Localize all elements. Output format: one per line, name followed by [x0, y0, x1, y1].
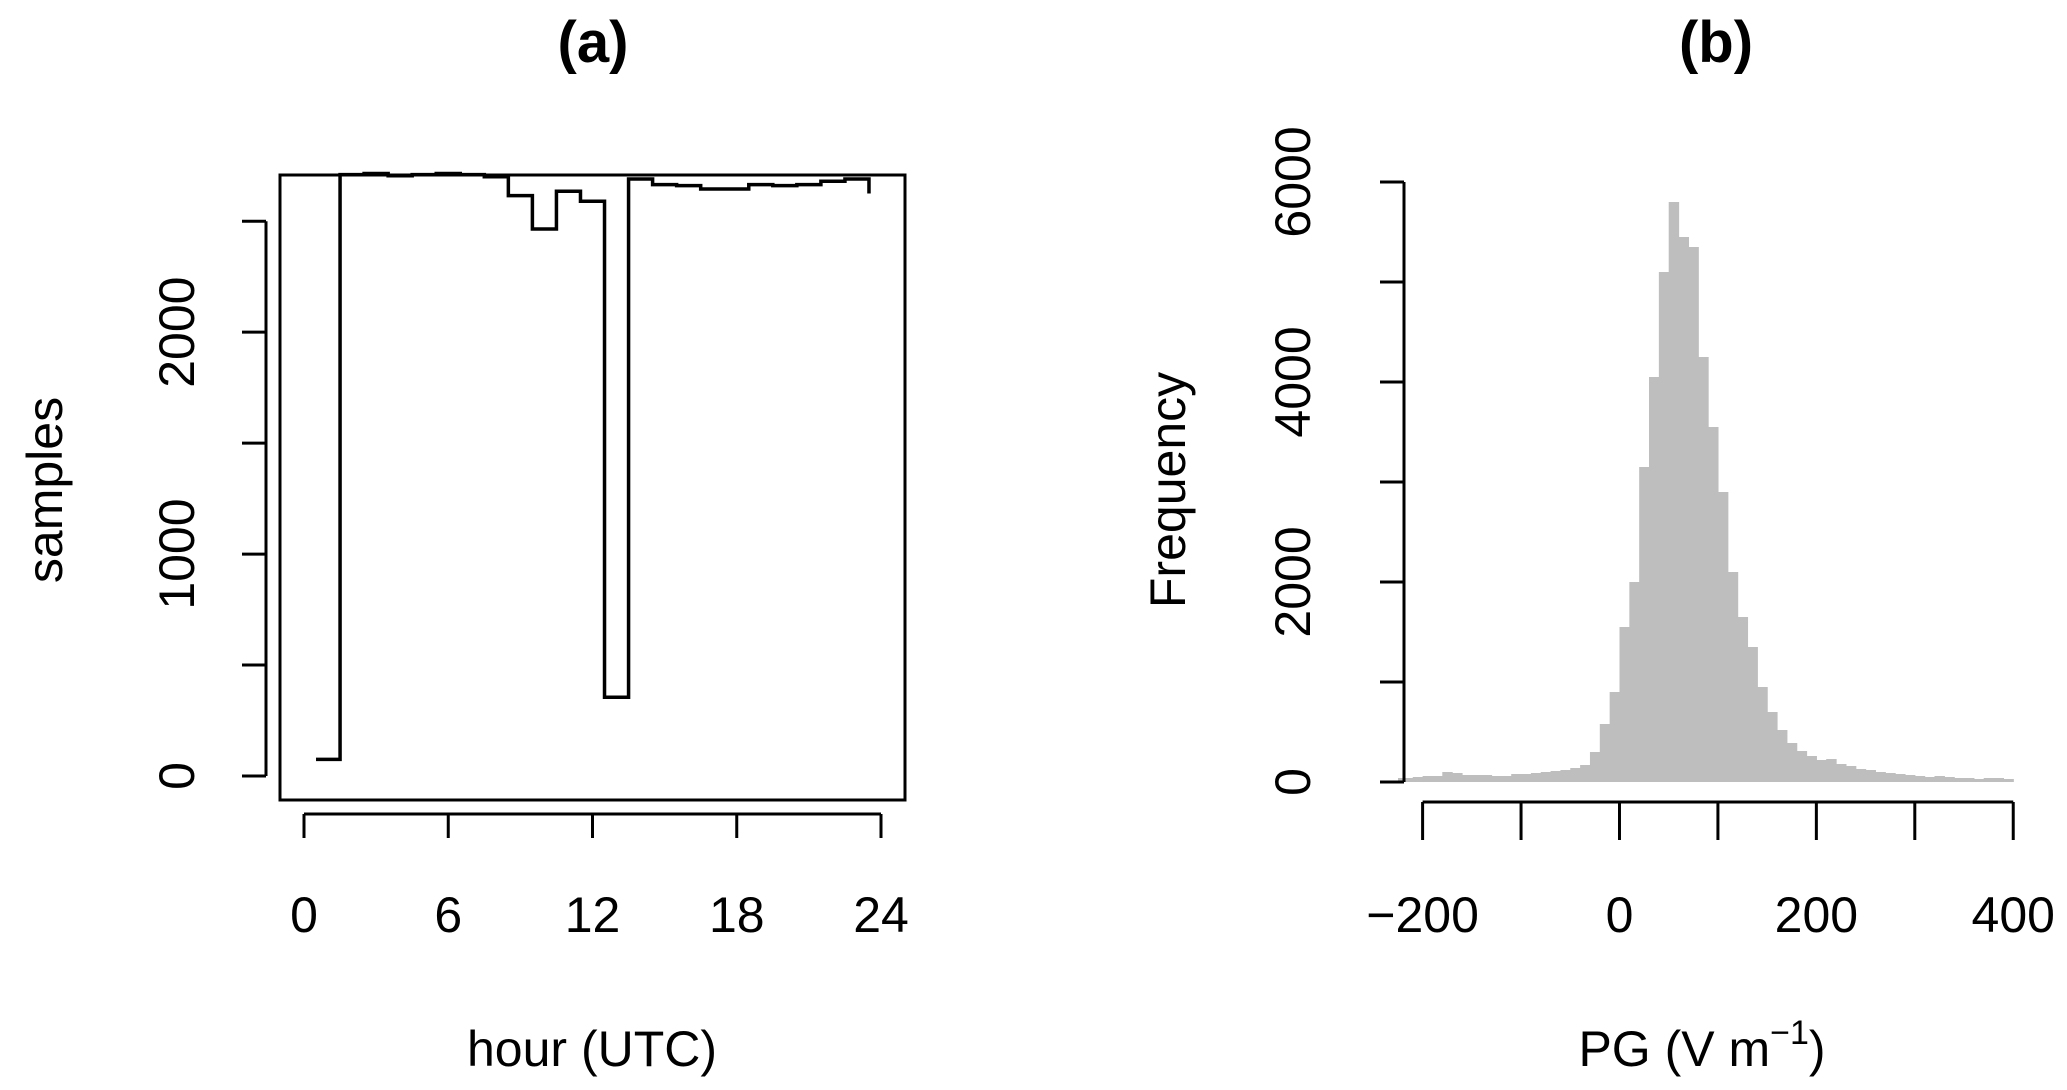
panel-a-y-tick-label: 0 [149, 762, 205, 790]
panel-b-bar [1944, 777, 1955, 782]
panel-b-bar [1461, 775, 1473, 782]
panel-b-bar [1402, 778, 1414, 782]
panel-b-bar [1619, 627, 1630, 782]
panel-b-bar [1649, 377, 1660, 782]
panel-b-x-tick-label: 400 [1972, 887, 2055, 943]
panel-b-bar [1727, 572, 1739, 782]
panel-b-bar [1521, 774, 1532, 782]
panel-b-y-tick-label: 2000 [1265, 526, 1321, 637]
panel-b-bar [1511, 774, 1522, 782]
panel-b-x-axis-title-superscript: −1 [1770, 1014, 1809, 1052]
panel-b-bar [1885, 773, 1896, 782]
panel-a-x-tick-label: 0 [290, 887, 318, 943]
panel-b-histogram [1398, 202, 2014, 782]
panel-b-bar [1934, 776, 1945, 782]
panel-b-x-axis-title-main: PG (V m [1578, 1021, 1770, 1077]
panel-a-x-tick-label: 12 [565, 887, 621, 943]
panel-b-bar [1786, 743, 1798, 782]
panel-a-x-tick-label: 18 [709, 887, 765, 943]
panel-b-bar [1629, 582, 1640, 782]
panel-a-x-tick-label: 6 [434, 887, 462, 943]
panel-b-bar [1806, 756, 1817, 782]
panel-b-bar [1865, 770, 1877, 782]
panel-b-x-tick-label: 0 [1606, 887, 1634, 943]
panel-b-bar [1875, 772, 1886, 782]
panel-b-bar [1560, 770, 1571, 782]
panel-b-axes: 0 2000 4000 6000 −200 0 200 400 [1265, 126, 2055, 943]
panel-b-y-tick-label: 6000 [1265, 126, 1321, 237]
panel-b-bar [1836, 764, 1847, 782]
panel-b-bar [1767, 712, 1778, 782]
panel-b-bar [1422, 776, 1434, 782]
panel-b-bar [1609, 692, 1621, 782]
panel-b-bar [1816, 760, 1827, 782]
panel-b-bar [1398, 778, 1404, 782]
panel-b-bar [1914, 776, 1926, 782]
panel-a-series-line [316, 171, 871, 762]
panel-b-bar [1796, 751, 1808, 782]
panel-b-x-axis-title: PG (V m−1) [1578, 1014, 1825, 1077]
panel-b-bar [1540, 772, 1552, 782]
panel-b-bar [1737, 617, 1749, 782]
panel-a-y-axis-title: samples [17, 397, 73, 583]
panel-b-bar [1442, 772, 1453, 782]
panel-a-y-tick-label: 2000 [149, 277, 205, 388]
panel-b-bar [1845, 766, 1857, 782]
panel-b-bar [1570, 768, 1581, 782]
panel-b-bar [1904, 775, 1916, 782]
panel-b-bar [1973, 779, 1985, 782]
panel-b-bar [1550, 771, 1562, 782]
panel-b-title: (b) [1679, 10, 1753, 75]
panel-a-x-axis-title: hour (UTC) [467, 1021, 717, 1077]
panel-b-x-tick-label: −200 [1366, 887, 1479, 943]
panel-b-bar [1717, 492, 1729, 782]
panel-b-bar [1688, 247, 1699, 782]
panel-a-plot-box [278, 173, 907, 802]
panel-b-bar [1658, 272, 1670, 782]
panel-b-bar [1452, 773, 1463, 782]
panel-a-y-tick-label: 1000 [149, 498, 205, 609]
panel-b-bar [1501, 776, 1512, 782]
panel-b-bar [1530, 773, 1542, 782]
panel-b-bar [2003, 779, 2014, 782]
panel-b-bar [1471, 775, 1483, 782]
panel-b-bar [1698, 357, 1709, 782]
panel-b-bar [1757, 687, 1768, 782]
panel-b-bar [1678, 237, 1689, 782]
panel-b-bar [1747, 647, 1758, 782]
panel-b-bar [1668, 202, 1680, 782]
panel-b-bar [1855, 769, 1867, 782]
panel-b-bar [1826, 759, 1837, 782]
panel-b-bar [1708, 427, 1719, 782]
panel-b-bar [1639, 467, 1650, 782]
panel-b-y-axis-title: Frequency [1140, 372, 1196, 608]
panel-b-bar [1993, 778, 2004, 782]
panel-b-bar [1580, 765, 1591, 782]
panel-b-bar [1481, 775, 1493, 782]
panel-b-x-axis-title-suffix: ) [1809, 1021, 1826, 1077]
panel-b-x-tick-label: 200 [1775, 887, 1858, 943]
panel-b-bar [1599, 724, 1611, 782]
panel-b-bar [1776, 730, 1788, 782]
panel-a-axes: 0 6 12 18 24 0 1000 2000 [149, 219, 909, 943]
panel-b-bar [1964, 778, 1975, 782]
panel-b-y-tick-label: 0 [1265, 768, 1321, 796]
panel-a-x-tick-label: 24 [853, 887, 909, 943]
panel-b-y-tick-label: 4000 [1265, 326, 1321, 437]
panel-b-bar [1954, 778, 1965, 782]
panel-b-bar [1491, 776, 1502, 782]
panel-b-bar [1895, 774, 1906, 782]
panel-b-bar [1589, 752, 1601, 782]
panel-b-bar [1412, 777, 1424, 782]
panel-b-bar [1983, 778, 1995, 782]
panel-b-bar [1924, 777, 1936, 782]
panel-b-bar [1432, 776, 1443, 782]
panel-a-title: (a) [558, 10, 629, 75]
panel-a: (a) 0 6 12 18 24 0 1000 2000 hour (UTC) samples [17, 10, 909, 1077]
